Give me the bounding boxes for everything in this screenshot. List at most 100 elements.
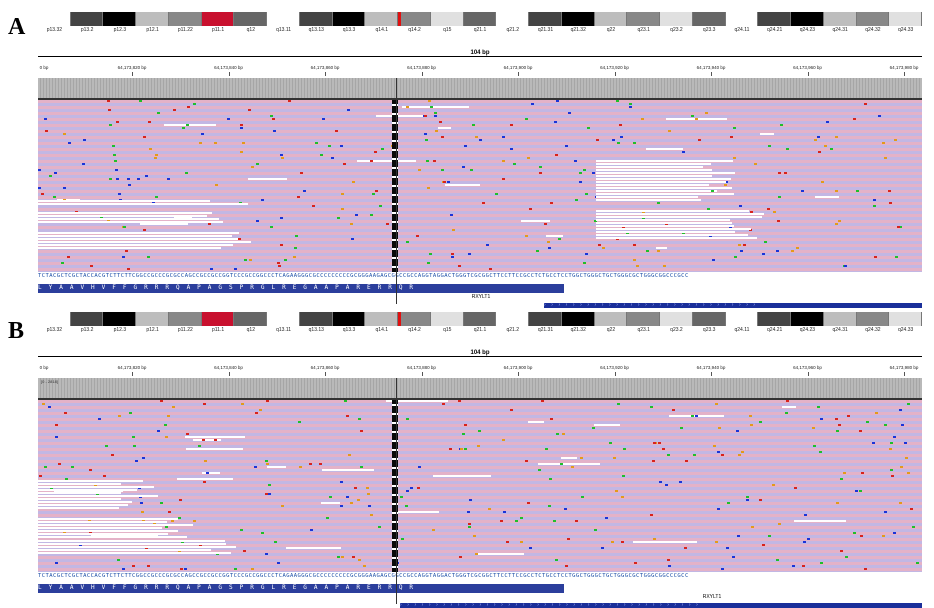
mismatch-base[interactable] bbox=[705, 112, 708, 114]
mismatch-base[interactable] bbox=[125, 250, 128, 252]
mismatch-base[interactable] bbox=[646, 250, 649, 252]
mismatch-base[interactable] bbox=[157, 112, 160, 114]
mismatch-base[interactable] bbox=[468, 523, 471, 525]
mismatch-base[interactable] bbox=[378, 526, 381, 528]
mismatch-base[interactable] bbox=[802, 565, 805, 567]
cytoband[interactable] bbox=[267, 312, 300, 326]
mismatch-base[interactable] bbox=[83, 139, 86, 141]
mismatch-base[interactable] bbox=[38, 187, 41, 189]
mismatch-base[interactable] bbox=[594, 220, 597, 222]
cytoband[interactable] bbox=[103, 12, 137, 26]
mismatch-base[interactable] bbox=[652, 460, 655, 462]
mismatch-base[interactable] bbox=[278, 265, 281, 267]
mismatch-base[interactable] bbox=[548, 505, 551, 507]
mismatch-base[interactable] bbox=[341, 193, 344, 195]
mismatch-base[interactable] bbox=[549, 478, 552, 480]
mismatch-base[interactable] bbox=[265, 553, 268, 555]
mismatch-base[interactable] bbox=[256, 220, 259, 222]
mismatch-base[interactable] bbox=[838, 424, 841, 426]
mismatch-base[interactable] bbox=[715, 541, 718, 543]
mismatch-base[interactable] bbox=[433, 160, 436, 162]
mismatch-base[interactable] bbox=[734, 256, 737, 258]
mismatch-base[interactable] bbox=[506, 541, 509, 543]
alignment-track[interactable] bbox=[38, 100, 922, 272]
mismatch-base[interactable] bbox=[354, 487, 357, 489]
mismatch-base[interactable] bbox=[328, 145, 331, 147]
mismatch-base[interactable] bbox=[55, 424, 58, 426]
mismatch-base[interactable] bbox=[210, 268, 213, 270]
mismatch-base[interactable] bbox=[117, 559, 120, 561]
mismatch-base[interactable] bbox=[427, 262, 430, 264]
mismatch-base[interactable] bbox=[288, 100, 291, 102]
mismatch-base[interactable] bbox=[525, 118, 528, 120]
mismatch-base[interactable] bbox=[39, 475, 42, 477]
cytoband[interactable] bbox=[430, 312, 464, 326]
mismatch-base[interactable] bbox=[718, 427, 721, 429]
mismatch-base[interactable] bbox=[750, 424, 753, 426]
mismatch-base[interactable] bbox=[157, 430, 160, 432]
mismatch-base[interactable] bbox=[820, 562, 823, 564]
mismatch-base[interactable] bbox=[240, 151, 243, 153]
mismatch-base[interactable] bbox=[429, 253, 432, 255]
mismatch-base[interactable] bbox=[475, 136, 478, 138]
mismatch-base[interactable] bbox=[352, 181, 355, 183]
cytoband[interactable] bbox=[627, 312, 661, 326]
mismatch-base[interactable] bbox=[835, 223, 838, 225]
mismatch-base[interactable] bbox=[358, 559, 361, 561]
mismatch-base[interactable] bbox=[55, 436, 58, 438]
mismatch-base[interactable] bbox=[241, 403, 244, 405]
cytoband[interactable] bbox=[365, 12, 399, 26]
mismatch-base[interactable] bbox=[215, 184, 218, 186]
mismatch-base[interactable] bbox=[764, 241, 767, 243]
mismatch-base[interactable] bbox=[468, 526, 471, 528]
mismatch-base[interactable] bbox=[767, 208, 770, 210]
mismatch-base[interactable] bbox=[424, 115, 427, 117]
mismatch-base[interactable] bbox=[629, 103, 632, 105]
mismatch-base[interactable] bbox=[326, 517, 329, 519]
mismatch-base[interactable] bbox=[96, 493, 99, 495]
mismatch-base[interactable] bbox=[418, 169, 421, 171]
mismatch-base[interactable] bbox=[749, 229, 752, 231]
mismatch-base[interactable] bbox=[406, 241, 409, 243]
mismatch-base[interactable] bbox=[616, 100, 619, 102]
mismatch-base[interactable] bbox=[300, 172, 303, 174]
mismatch-base[interactable] bbox=[435, 130, 438, 132]
mismatch-base[interactable] bbox=[322, 118, 325, 120]
mismatch-base[interactable] bbox=[281, 505, 284, 507]
mismatch-base[interactable] bbox=[108, 109, 111, 111]
mismatch-base[interactable] bbox=[568, 112, 571, 114]
mismatch-base[interactable] bbox=[659, 481, 662, 483]
mismatch-base[interactable] bbox=[855, 490, 858, 492]
mismatch-base[interactable] bbox=[821, 181, 824, 183]
mismatch-base[interactable] bbox=[785, 412, 788, 414]
mismatch-base[interactable] bbox=[536, 250, 539, 252]
mismatch-base[interactable] bbox=[464, 448, 467, 450]
mismatch-base[interactable] bbox=[835, 418, 838, 420]
mismatch-base[interactable] bbox=[280, 217, 283, 219]
mismatch-base[interactable] bbox=[299, 466, 302, 468]
mismatch-base[interactable] bbox=[458, 265, 461, 267]
mismatch-base[interactable] bbox=[843, 472, 846, 474]
mismatch-base[interactable] bbox=[738, 244, 741, 246]
mismatch-base[interactable] bbox=[255, 412, 258, 414]
mismatch-base[interactable] bbox=[171, 520, 174, 522]
mismatch-base[interactable] bbox=[201, 133, 204, 135]
mismatch-base[interactable] bbox=[351, 238, 354, 240]
mismatch-base[interactable] bbox=[910, 508, 913, 510]
mismatch-base[interactable] bbox=[273, 130, 276, 132]
mismatch-base[interactable] bbox=[662, 448, 665, 450]
position-ruler[interactable]: 104 bp 0 bp 64,173,820 bp 64,173,840 bp 64,… bbox=[38, 336, 922, 376]
mismatch-base[interactable] bbox=[665, 484, 668, 486]
mismatch-base[interactable] bbox=[759, 499, 762, 501]
mismatch-base[interactable] bbox=[873, 205, 876, 207]
coverage-track[interactable]: [0 - 2818] bbox=[38, 378, 922, 400]
cytoband[interactable] bbox=[758, 312, 792, 326]
mismatch-base[interactable] bbox=[143, 136, 146, 138]
mismatch-base[interactable] bbox=[367, 493, 370, 495]
cytoband[interactable] bbox=[791, 312, 824, 326]
mismatch-base[interactable] bbox=[341, 208, 344, 210]
mismatch-base[interactable] bbox=[417, 487, 420, 489]
mismatch-base[interactable] bbox=[193, 103, 196, 105]
mismatch-base[interactable] bbox=[167, 415, 170, 417]
mismatch-base[interactable] bbox=[650, 406, 653, 408]
